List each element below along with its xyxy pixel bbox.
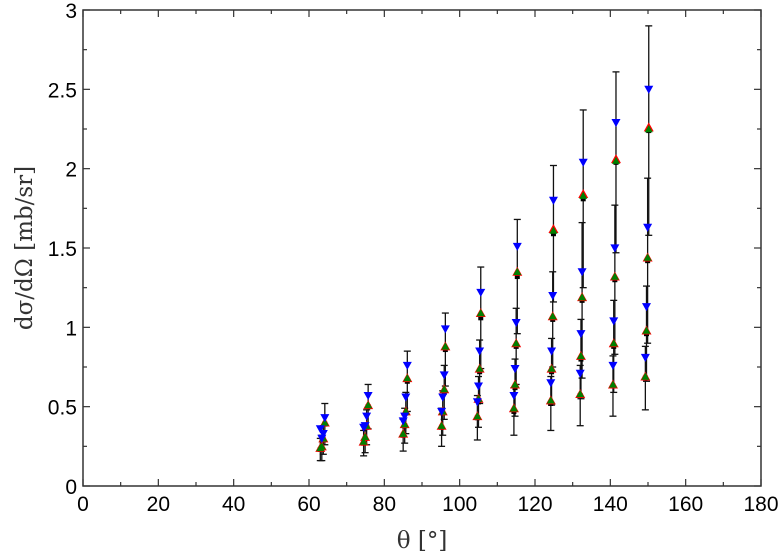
triangle-down-point bbox=[359, 423, 369, 432]
triangle-down-point bbox=[641, 303, 651, 312]
triangle-up-point bbox=[644, 125, 653, 133]
square-point bbox=[478, 315, 484, 321]
triangle-down-point bbox=[548, 196, 558, 205]
triangle-up-point bbox=[403, 374, 412, 382]
triangle-down-point bbox=[363, 391, 373, 401]
y-tick-label: 0.5 bbox=[48, 397, 77, 420]
triangle-down-point bbox=[362, 412, 372, 421]
triangle-down-point bbox=[318, 430, 328, 439]
y-tick-label: 2 bbox=[65, 159, 77, 182]
triangle-up-point bbox=[364, 401, 373, 409]
triangle-up-point bbox=[361, 432, 370, 441]
y-tick-label: 1 bbox=[65, 317, 77, 340]
triangle-down-point bbox=[611, 119, 621, 128]
triangle-down-point bbox=[438, 393, 448, 402]
y-tick-label: 2.5 bbox=[48, 79, 77, 102]
triangle-down-point bbox=[320, 414, 330, 423]
triangle-up-point bbox=[608, 380, 617, 388]
triangle-down-point bbox=[474, 382, 483, 391]
triangle-up-point bbox=[609, 339, 618, 347]
x-tick-label: 60 bbox=[297, 493, 320, 516]
triangle-up-point bbox=[437, 421, 446, 429]
triangle-down-point bbox=[640, 353, 650, 362]
triangle-down-point bbox=[576, 330, 586, 339]
triangle-up-point bbox=[400, 420, 409, 428]
triangle-up-point bbox=[440, 385, 449, 393]
triangle-up-point bbox=[476, 309, 485, 317]
triangle-up-point bbox=[579, 191, 588, 199]
x-tick-label: 140 bbox=[593, 493, 628, 516]
x-tick-label: 80 bbox=[373, 493, 396, 516]
x-tick-label: 0 bbox=[77, 493, 89, 516]
triangle-up-point bbox=[549, 226, 558, 234]
triangle-down-point bbox=[317, 434, 327, 443]
triangle-down-point bbox=[510, 364, 520, 374]
triangle-up-point bbox=[359, 437, 368, 445]
triangle-down-point bbox=[644, 85, 654, 94]
triangle-up-point bbox=[473, 412, 482, 420]
triangle-up-point bbox=[576, 351, 585, 360]
triangle-up-point bbox=[610, 272, 619, 280]
triangle-up-point bbox=[641, 372, 650, 380]
triangle-up-point bbox=[475, 364, 484, 372]
triangle-down-point bbox=[475, 347, 485, 356]
triangle-down-point bbox=[511, 318, 521, 328]
x-tick-label: 160 bbox=[668, 493, 703, 516]
triangle-down-point bbox=[315, 425, 325, 434]
x-tick-label: 180 bbox=[743, 493, 778, 516]
triangle-down-point bbox=[547, 347, 557, 356]
triangle-down-point bbox=[575, 369, 585, 378]
triangle-down-point bbox=[643, 223, 653, 232]
triangle-up-point bbox=[441, 342, 450, 350]
triangle-down-point bbox=[512, 242, 522, 251]
triangle-down-point bbox=[546, 379, 556, 388]
triangle-up-point bbox=[611, 156, 620, 164]
triangle-down-point bbox=[439, 371, 449, 380]
triangle-down-point bbox=[401, 393, 411, 402]
axes: 0 20 40 60 80 100 120 140 160 180 0 0.5 1 1.5 2 2.5 3 bbox=[48, 0, 779, 516]
plot-frame bbox=[82, 9, 762, 487]
triangle-up-point bbox=[512, 339, 521, 347]
triangle-up-point bbox=[642, 326, 651, 334]
triangle-up-point bbox=[578, 293, 587, 301]
triangle-down-point bbox=[609, 317, 619, 326]
x-tick-label: 40 bbox=[222, 493, 245, 516]
x-axis-label: θ [°] bbox=[397, 528, 448, 554]
triangle-down-point bbox=[577, 268, 587, 277]
triangle-down-point bbox=[476, 288, 486, 297]
triangle-up-point bbox=[513, 267, 522, 275]
y-axis-label: dσ/dΩ [mb/sr] bbox=[12, 166, 38, 330]
triangle-down-point bbox=[608, 361, 618, 370]
triangle-down-point bbox=[509, 391, 519, 401]
triangle-up-point bbox=[509, 404, 518, 412]
triangle-down-point bbox=[610, 244, 620, 253]
x-tick-label: 20 bbox=[147, 493, 170, 516]
triangle-up-point bbox=[546, 396, 555, 404]
triangle-down-point bbox=[472, 398, 482, 407]
triangle-up-point bbox=[548, 312, 557, 320]
triangle-up-point bbox=[643, 253, 652, 261]
triangle-down-point bbox=[437, 407, 447, 416]
triangle-up-point bbox=[547, 364, 556, 372]
triangle-down-point bbox=[578, 158, 588, 167]
triangle-down-point bbox=[400, 412, 410, 421]
x-tick-label: 100 bbox=[442, 493, 477, 516]
square-point bbox=[514, 274, 520, 280]
y-tick-label: 3 bbox=[65, 0, 77, 23]
triangle-up-point bbox=[316, 443, 325, 452]
triangle-down-point bbox=[398, 417, 408, 426]
y-tick-label: 0 bbox=[65, 476, 77, 499]
triangle-down-point bbox=[402, 361, 412, 370]
triangle-down-point bbox=[440, 325, 450, 334]
triangle-up-point bbox=[399, 429, 408, 437]
triangle-up-point bbox=[511, 380, 520, 388]
triangle-down-point bbox=[548, 292, 558, 301]
data-marks bbox=[315, 25, 654, 462]
y-tick-label: 1.5 bbox=[48, 238, 77, 261]
triangle-up-point bbox=[576, 389, 585, 398]
x-tick-label: 120 bbox=[517, 493, 552, 516]
